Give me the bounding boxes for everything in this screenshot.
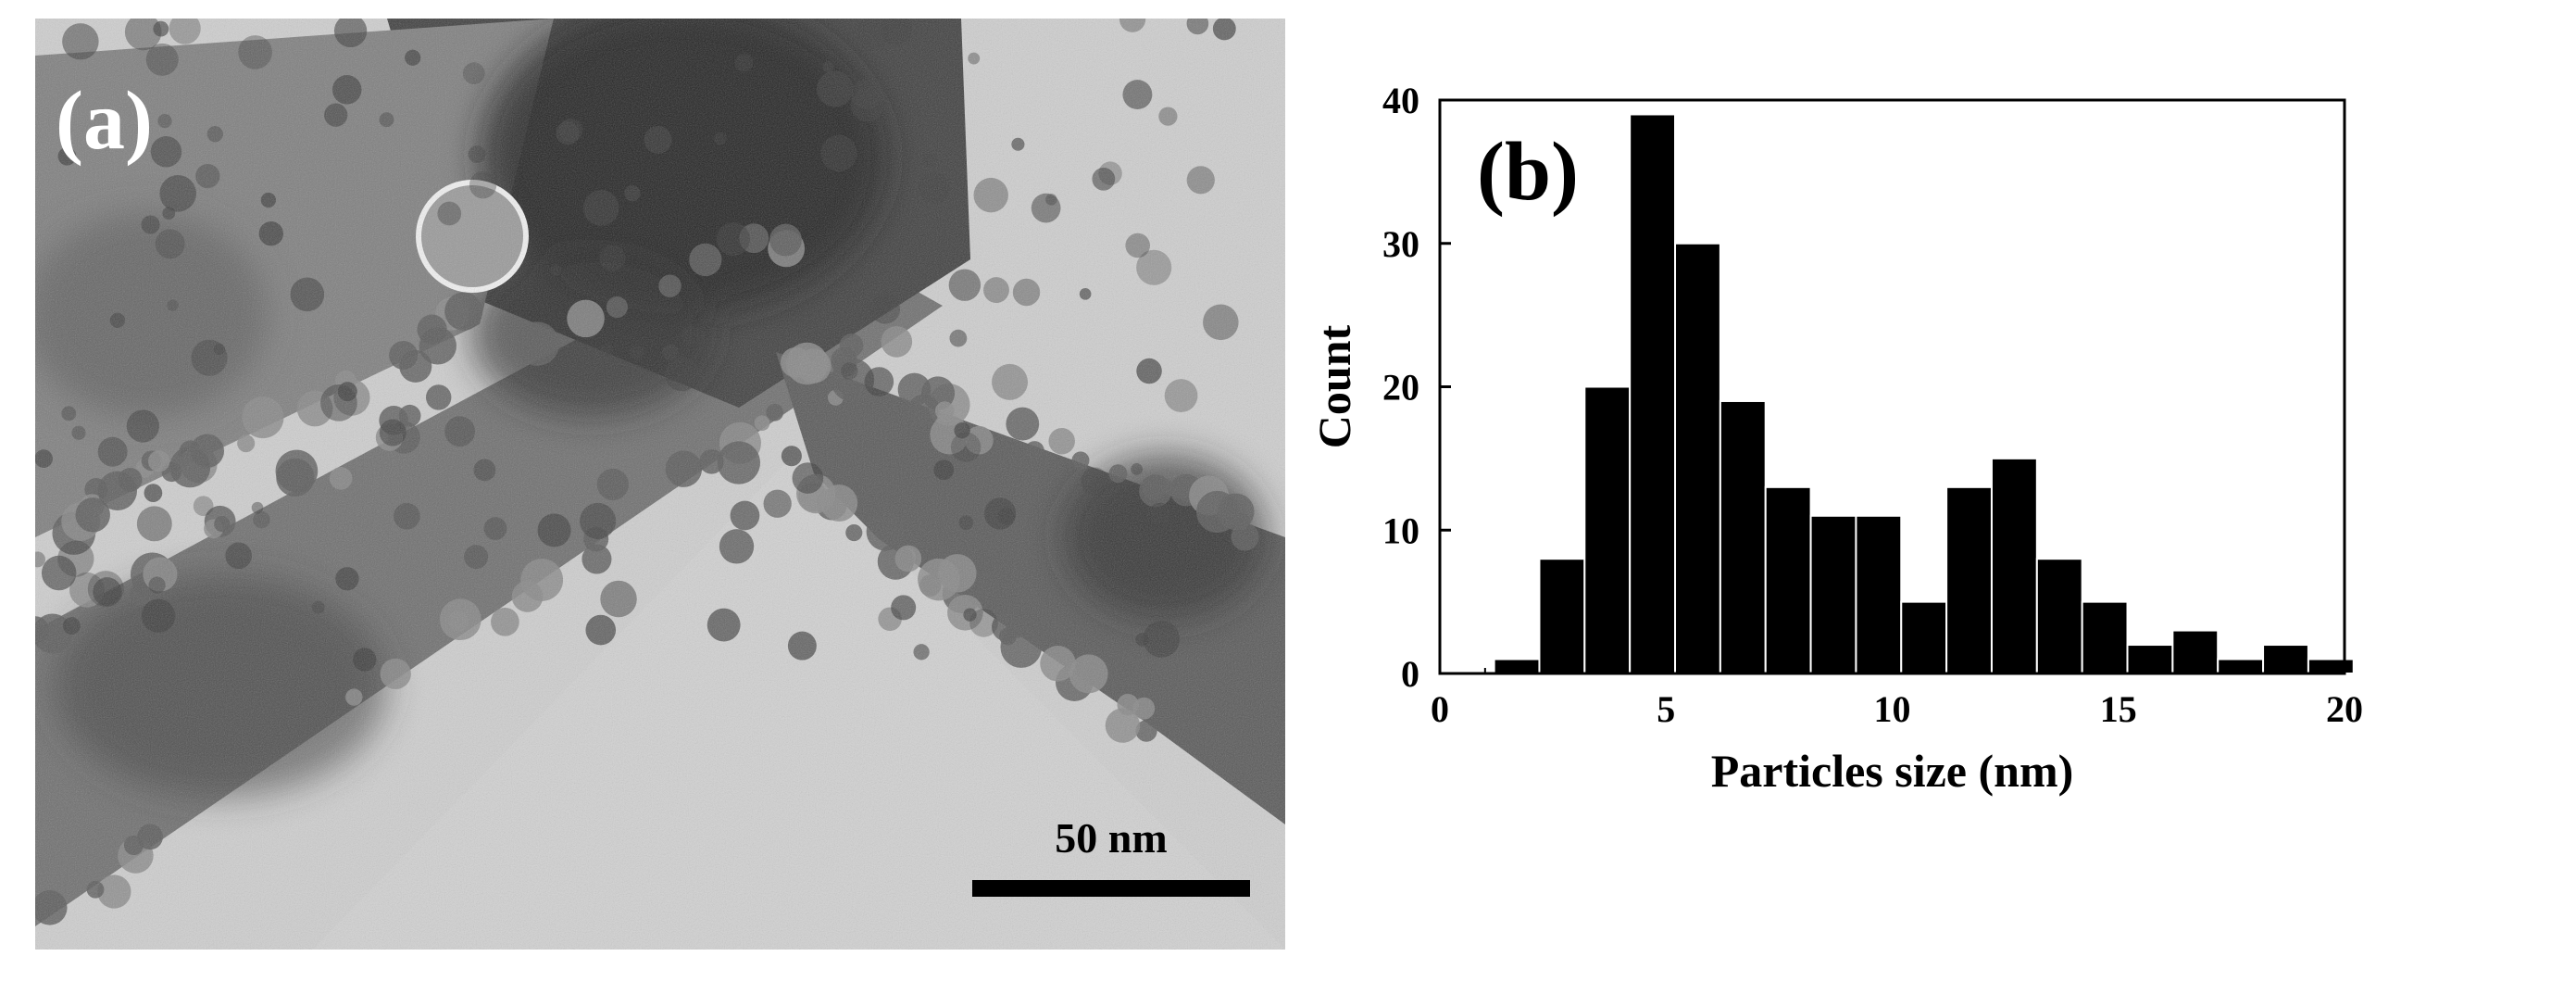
y-axis-title: Count [1308,324,1360,448]
y-tick-label: 20 [1382,367,1419,409]
y-tick-label: 10 [1382,510,1419,551]
histogram-bar [2081,600,2129,674]
histogram-bar [1629,113,1677,675]
histogram-chart: 0 5 10 15 20 0 10 20 30 40 (b) Particles size (nm… [1308,80,2363,797]
y-tick-label: 30 [1382,223,1419,265]
histogram-bar [1855,514,1903,675]
image-noise [35,19,1285,950]
histogram-bar [1719,399,1767,674]
histogram-bar [2126,644,2174,674]
x-tick-label: 20 [2326,688,2363,730]
histogram-bar [1945,485,1993,675]
histogram-bar [2262,644,2309,674]
histogram-bar [1674,242,1721,674]
y-tick-label: 0 [1401,653,1419,695]
scale-bar [972,880,1250,897]
y-tick-label: 40 [1382,80,1419,121]
tem-micrograph: 50 nm (a) [35,19,1285,950]
plot-area: 0 5 10 15 20 0 10 20 30 40 [1382,80,2363,730]
x-tick-label: 5 [1657,688,1675,730]
scale-bar-label: 50 nm [1055,814,1167,862]
histogram-bar [1900,600,1948,674]
x-tick-label: 15 [2100,688,2137,730]
histogram-bar [1583,385,1632,674]
histogram-bar [2171,629,2220,675]
histogram-bar [1809,514,1857,675]
histogram-bar [1764,485,1812,675]
tem-image-panel: 50 nm (a) [35,19,1285,950]
histogram-bar [2217,658,2265,675]
histogram-bar [2307,658,2355,675]
histogram-bar [2035,558,2083,675]
histogram-bar [1493,658,1541,675]
histogram-bar [1990,457,2038,674]
x-tick-label: 10 [1874,688,1911,730]
x-axis-title: Particles size (nm) [1711,745,2074,797]
panel-b-label: (b) [1477,126,1579,218]
histogram-panel: 0 5 10 15 20 0 10 20 30 40 (b) Particles size (nm… [1278,0,2576,994]
x-tick-label: 0 [1431,688,1449,730]
histogram-bar [1538,558,1586,675]
panel-a-label: (a) [56,75,153,167]
